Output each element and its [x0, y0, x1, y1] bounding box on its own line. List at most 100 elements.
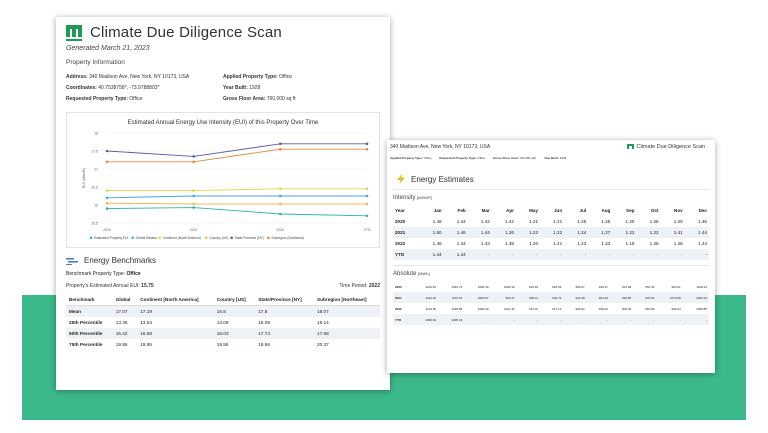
- absolute-table: 2020 1120.81 1091.72 1082.30 1099.16 919.33 91…: [393, 281, 709, 325]
- data-point: [365, 214, 369, 218]
- meta-label: Year Built:: [543, 156, 559, 160]
- table-cell: 1095.80: [451, 306, 463, 311]
- period-summary: Time Period: 2022: [339, 283, 380, 289]
- table-cell: 17.74: [255, 328, 315, 339]
- table-cell: 1.22: [515, 227, 541, 238]
- data-point: [365, 142, 369, 146]
- period-value: 2022: [368, 283, 380, 289]
- table-cell: 969.34: [671, 306, 681, 311]
- table-cell: 1.25: [601, 219, 611, 224]
- table-cell: 1.50: [419, 227, 444, 238]
- benchmark-col-header: Subregion [Northeast]: [314, 294, 380, 306]
- page2-brand: Climate Due Diligence Scan: [626, 144, 705, 150]
- table-cell: 1.23: [601, 241, 611, 246]
- table-cell: -: [656, 314, 683, 325]
- table-cell: 2021: [393, 292, 412, 303]
- month-header: Jul: [579, 208, 587, 213]
- table-cell: 946.27: [598, 284, 608, 289]
- report-page-1: Climate Due Diligence Scan Generated Mar…: [56, 17, 390, 390]
- data-point: [279, 142, 282, 146]
- month-header: Apr: [506, 208, 514, 213]
- meta-label: Requested Property Type:: [439, 156, 477, 160]
- data-point: [365, 194, 369, 198]
- benchmark-type-value: Office: [126, 271, 141, 277]
- data-point: [279, 187, 282, 191]
- meta-item: Requested Property Type: Office: [439, 156, 485, 160]
- table-cell: 1107.97: [438, 292, 465, 303]
- y-axis-label: EUI (kBtu/ft²): [82, 168, 86, 188]
- benchmarks-header: Energy Benchmarks: [66, 256, 380, 265]
- month-header: Dec: [698, 208, 707, 213]
- table-cell: 1.21: [553, 241, 563, 246]
- benchmark-col-header: Benchmark: [66, 294, 113, 306]
- intensity-body: 2020 1.48 1.44 1.42 1.42 1.21 1.21 1.25 1.25 1.20…: [393, 216, 709, 260]
- table-cell: 2020: [395, 284, 402, 289]
- table-cell: 13.09: [216, 320, 229, 325]
- data-point: [365, 202, 369, 206]
- table-cell: -: [636, 249, 661, 260]
- meta-value: 760,000 sqft: [519, 156, 536, 160]
- table-cell: 2021: [393, 227, 420, 238]
- report-header: Climate Due Diligence Scan: [66, 24, 380, 41]
- table-cell: 1090.24: [682, 292, 709, 303]
- table-row: 75th Percentile 19.95 19.95 19.55 19.96 20.37: [66, 339, 380, 350]
- meta-value: Office: [423, 156, 432, 160]
- applied-value: Office: [279, 74, 292, 80]
- eui-chart-card: Estimated Annual Energy Use Intensity (E…: [66, 112, 380, 248]
- data-point: [192, 202, 195, 206]
- table-cell: 905.40: [622, 306, 632, 311]
- table-cell: 923.54: [633, 292, 657, 303]
- address-row: Address: 340 Madison Ave, New York, NY 1…: [66, 74, 223, 80]
- table-cell: 1.26: [649, 219, 659, 224]
- table-row: 25th Percentile 13.35 13.54 13.09 15.09 15.14: [66, 317, 380, 328]
- data-point: [279, 147, 282, 151]
- table-cell: 1.24: [564, 227, 589, 238]
- page2-brand-text: Climate Due Diligence Scan: [636, 144, 705, 150]
- benchmark-col-header: Continent [North America]: [137, 294, 214, 306]
- table-cell: 953.89: [645, 306, 655, 311]
- meta-item: Applied Property Type: Office: [390, 156, 431, 160]
- table-row: 2022 1124.00 1095.80 1084.69 1021.32 911.01 91…: [393, 303, 709, 314]
- table-cell: 960.47: [490, 292, 517, 303]
- table-cell: 1108.44: [696, 284, 707, 289]
- benchmarks-table: Benchmark Global Continent [North America]…: [66, 294, 380, 350]
- table-cell: 1.48: [432, 241, 442, 246]
- table-cell: 17.07: [112, 305, 138, 317]
- benchmarks-icon: [66, 257, 78, 265]
- table-cell: -: [540, 249, 565, 260]
- data-point: [365, 147, 369, 151]
- coords-value: 40.7538758°, -73.9788803°: [98, 85, 160, 91]
- legend-label: Country (US): [209, 236, 228, 240]
- table-cell: -: [563, 314, 587, 325]
- applied-row: Applied Property Type: Office: [223, 74, 380, 80]
- data-point: [105, 149, 109, 153]
- benchmarks-body: Mean 17.07 17.19 16.8 17.8 18.07 25th Percenti…: [66, 305, 380, 351]
- table-cell: 1099.16: [503, 284, 515, 289]
- table-cell: 1120.81: [425, 284, 437, 289]
- series-line: [106, 202, 367, 205]
- table-cell: 1.25: [577, 219, 587, 224]
- section-title: Property Information: [66, 59, 125, 66]
- data-point: [192, 194, 195, 198]
- table-cell: YTD: [393, 314, 412, 325]
- table-row: 2020 1120.81 1091.72 1082.30 1099.16 919.33 91…: [393, 281, 709, 292]
- y-tick-label: 17: [94, 168, 98, 172]
- table-cell: 1091.72: [451, 284, 463, 289]
- table-cell: 1124.00: [425, 306, 437, 311]
- year-label: Year Built:: [223, 85, 248, 91]
- meta-item: Gross Floor Area: 760,000 sqft: [493, 156, 536, 160]
- table-row: 50th Percentile 16.42 16.69 16.03 17.74 17.58: [66, 328, 380, 339]
- table-cell: 13.54: [140, 320, 152, 325]
- absolute-unit: [MWh]: [418, 271, 430, 276]
- energy-estimates-title: Energy Estimates: [411, 174, 474, 184]
- table-cell: 25th Percentile: [69, 320, 103, 325]
- table-cell: 19.95: [140, 342, 152, 347]
- data-point: [105, 201, 109, 205]
- legend-label: Estimated Property EUI: [94, 236, 129, 240]
- benchmark-col-header: State/Province [NY]: [255, 294, 315, 306]
- table-cell: Mean: [66, 305, 113, 317]
- intensity-table: Year Jan Feb Mar Apr May Jun Jul Aug Sep Oct Nov Dec…: [393, 205, 709, 260]
- table-cell: 20.37: [317, 342, 329, 347]
- month-header: Jan: [433, 208, 442, 213]
- benchmark-col-header: Global: [112, 294, 138, 306]
